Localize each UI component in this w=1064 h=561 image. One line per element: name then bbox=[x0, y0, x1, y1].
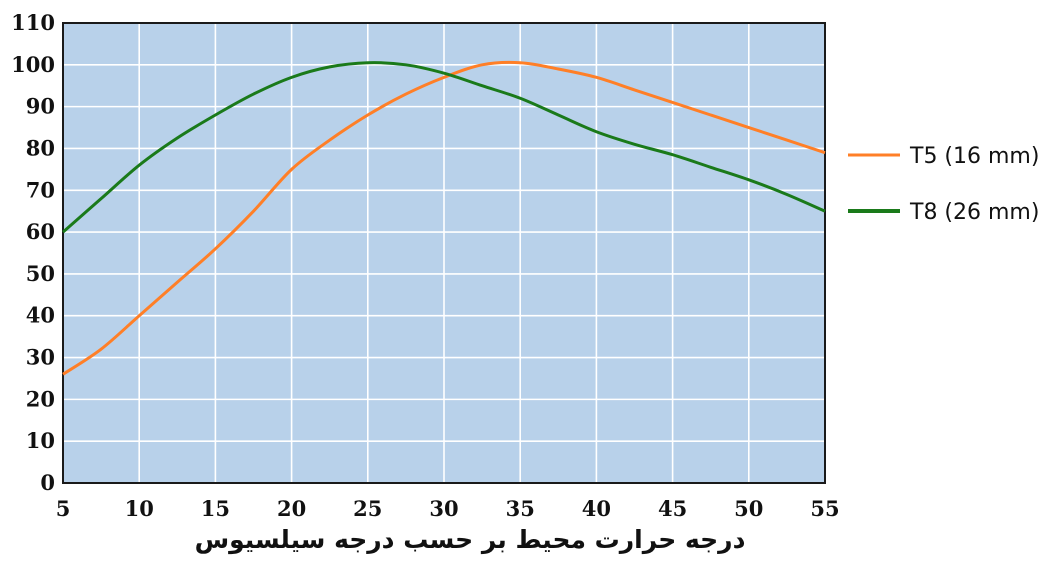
y-tick-label: 70 bbox=[26, 177, 55, 202]
x-tick-label: 20 bbox=[277, 496, 306, 521]
x-tick-label: 50 bbox=[734, 496, 763, 521]
y-tick-label: 100 bbox=[11, 52, 55, 77]
y-tick-label: 50 bbox=[26, 261, 55, 286]
series-line-t8 bbox=[62, 61, 826, 234]
y-tick-label: 30 bbox=[26, 345, 55, 370]
y-axis-tick-labels: 0 10 20 30 40 50 60 70 80 90 100 110 bbox=[11, 10, 55, 495]
y-tick-label: 10 bbox=[26, 428, 55, 453]
x-tick-label: 55 bbox=[810, 496, 839, 521]
x-tick-label: 30 bbox=[429, 496, 458, 521]
x-tick-label: 45 bbox=[658, 496, 687, 521]
series-layer bbox=[62, 60, 826, 376]
grid bbox=[63, 23, 825, 483]
y-tick-label: 110 bbox=[11, 10, 55, 35]
x-axis-tick-labels: 5 10 15 20 25 30 35 40 45 50 55 bbox=[56, 496, 840, 521]
plot-border bbox=[62, 22, 826, 484]
series-line-t5 bbox=[62, 60, 826, 376]
x-tick-label: 40 bbox=[582, 496, 611, 521]
x-tick-label: 5 bbox=[56, 496, 71, 521]
y-tick-label: 0 bbox=[40, 470, 55, 495]
y-tick-label: 40 bbox=[26, 303, 55, 328]
legend-label: T8 (26 mm) bbox=[909, 200, 1039, 225]
x-axis-title: درجه حرارت محیط بر حسب درجه سیلسیوس bbox=[195, 525, 746, 555]
y-tick-label: 90 bbox=[26, 94, 55, 119]
x-tick-label: 10 bbox=[125, 496, 154, 521]
legend-label: T5 (16 mm) bbox=[909, 144, 1039, 169]
x-tick-label: 35 bbox=[506, 496, 535, 521]
y-tick-label: 80 bbox=[26, 135, 55, 160]
x-tick-label: 25 bbox=[353, 496, 382, 521]
legend: T5 (16 mm) T8 (26 mm) bbox=[848, 144, 1039, 225]
y-tick-label: 60 bbox=[26, 219, 55, 244]
x-tick-label: 15 bbox=[201, 496, 230, 521]
y-tick-label: 20 bbox=[26, 386, 55, 411]
